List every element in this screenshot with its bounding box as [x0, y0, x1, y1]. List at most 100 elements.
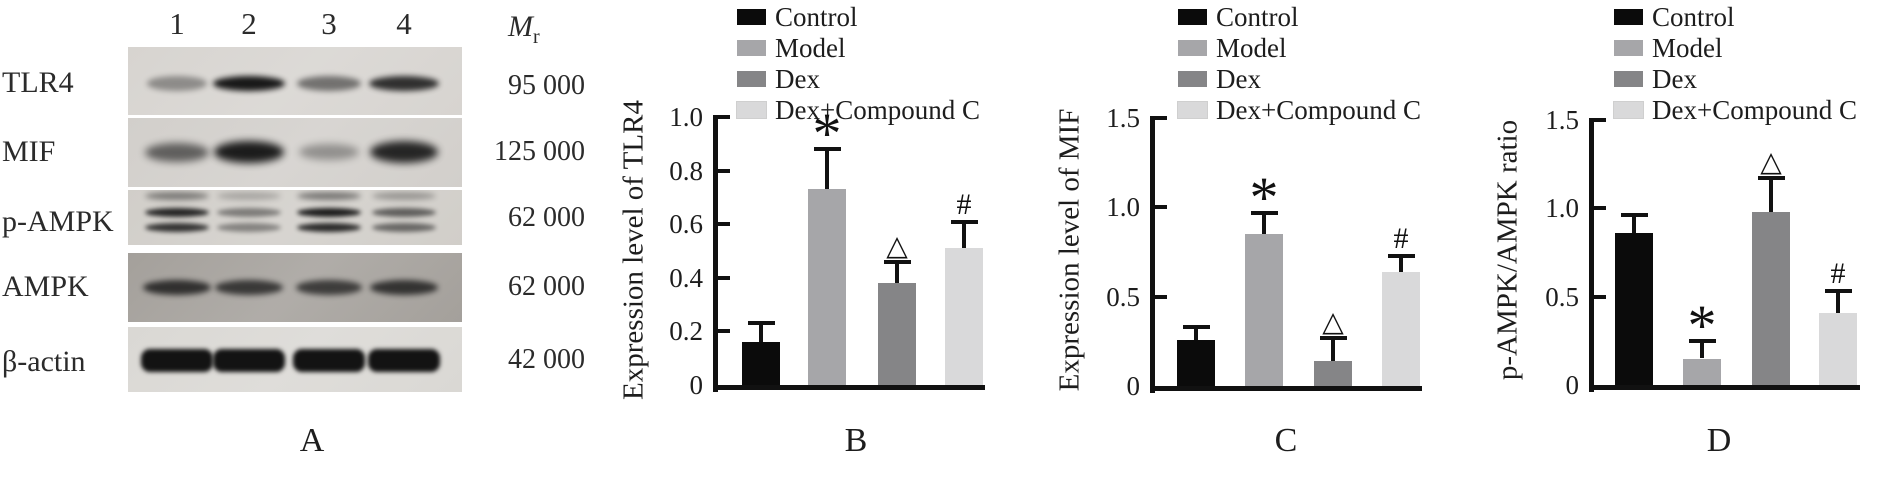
legend-label-model: Model — [1216, 33, 1287, 63]
error-cap-dex-compound-c — [1824, 289, 1852, 294]
legend-swatch-model — [1614, 40, 1643, 56]
blot-band-p-ampk-lane1 — [145, 222, 209, 232]
y-tick-label: 0.4 — [669, 262, 703, 293]
legend-item-control: Control — [1178, 2, 1299, 32]
legend-swatch-dex — [1178, 71, 1207, 87]
y-tick-label: 0 — [1126, 371, 1141, 401]
legend-swatch-dex — [1614, 71, 1643, 87]
blot-band-p-ampk-lane1 — [145, 207, 209, 217]
error-bar-model — [1700, 340, 1704, 359]
legend-swatch-model — [737, 40, 766, 56]
error-bar-model — [825, 149, 829, 190]
error-bar-dex-compound-c — [1836, 291, 1840, 313]
y-tick — [717, 168, 730, 173]
panel-letter-a: A — [299, 422, 325, 459]
molecular-weight-p-ampk: 62 000 — [508, 202, 585, 233]
blot-label-ampk: AMPK — [2, 270, 89, 303]
y-tick — [1154, 205, 1167, 210]
y-tick — [717, 115, 730, 119]
y-tick-label: 0.5 — [1106, 281, 1140, 312]
x-axis-line — [713, 385, 985, 390]
blot-band-p-ampk-lane3 — [297, 222, 361, 232]
blot-band-actin-lane3 — [293, 348, 365, 372]
y-tick-label: 1.0 — [1545, 193, 1579, 224]
sig-marker-model: * — [1687, 292, 1717, 358]
bar-control — [1615, 233, 1653, 385]
blot-strip-tlr4 — [128, 47, 462, 115]
legend-item-model: Model — [1178, 33, 1287, 63]
blot-label-p-ampk: p-AMPK — [2, 205, 114, 238]
legend-swatch-dex-compound-c — [1613, 101, 1644, 119]
mr-subscript: r — [533, 26, 540, 48]
bar-dex — [1314, 360, 1352, 386]
bar-control — [1177, 339, 1215, 386]
blot-band-p-ampk-lane2 — [217, 222, 281, 232]
blot-band-actin-lane4 — [368, 348, 440, 372]
error-bar-control — [1194, 327, 1198, 340]
bar-model — [1245, 234, 1283, 386]
y-tick — [1154, 116, 1167, 120]
error-bar-control — [1632, 215, 1636, 234]
legend-swatch-model — [1178, 40, 1207, 56]
legend-item-dex-compound-c: Dex+Compound C — [736, 95, 980, 125]
error-cap-dex — [883, 259, 911, 264]
y-axis-line — [1589, 118, 1594, 392]
legend-swatch-control — [1178, 9, 1207, 25]
error-bar-dex — [895, 261, 899, 284]
blot-band-p-ampk-lane2 — [217, 192, 281, 200]
y-tick-label: 1.0 — [669, 102, 703, 132]
legend-label-dex-compound-c: Dex+Compound C — [775, 95, 980, 125]
blot-band-p-ampk-lane2 — [217, 207, 281, 217]
bar-dex — [878, 283, 916, 385]
y-tick-label: 1.5 — [1106, 103, 1140, 133]
y-tick — [717, 222, 730, 227]
y-tick-label: 0.2 — [669, 316, 703, 347]
y-tick-label: 0.5 — [1545, 281, 1579, 312]
sig-marker-dex-compound-c: # — [1830, 257, 1846, 291]
legend-label-control: Control — [1652, 2, 1735, 32]
panel-letter-c: C — [1274, 422, 1298, 459]
sig-marker-dex-compound-c: # — [956, 187, 972, 221]
legend-item-control: Control — [737, 2, 858, 32]
blot-strip-actin — [128, 327, 462, 392]
legend-swatch-control — [737, 9, 766, 25]
blot-band-mif-lane3 — [299, 143, 359, 161]
legend-label-dex: Dex — [1216, 64, 1261, 94]
blot-band-p-ampk-lane4 — [372, 192, 436, 200]
molecular-weight-tlr4: 95 000 — [508, 70, 585, 101]
y-tick — [717, 329, 730, 334]
molecular-weight-actin: 42 000 — [508, 344, 585, 375]
blot-band-actin-lane1 — [141, 348, 213, 372]
blot-strip-mif — [128, 118, 462, 187]
y-tick-label: 0.8 — [669, 155, 703, 186]
panel-letter-b: B — [844, 422, 868, 459]
bar-dex-compound-c — [945, 248, 983, 385]
legend-label-control: Control — [1216, 2, 1299, 32]
legend-item-dex-compound-c: Dex+Compound C — [1613, 95, 1857, 125]
error-bar-dex-compound-c — [962, 221, 966, 249]
blot-strip-ampk — [128, 253, 462, 322]
blot-band-mif-lane4 — [369, 141, 439, 163]
blot-band-tlr4-lane2 — [213, 75, 285, 91]
legend-item-dex-compound-c: Dex+Compound C — [1177, 95, 1421, 125]
blot-label-tlr4: TLR4 — [2, 66, 74, 99]
error-cap-model — [1250, 210, 1278, 215]
panel-letter-d: D — [1706, 422, 1732, 459]
sig-marker-dex-compound-c: # — [1393, 221, 1409, 255]
bar-model — [808, 189, 846, 385]
legend-item-dex: Dex — [737, 64, 820, 94]
error-cap-dex-compound-c — [1387, 253, 1415, 258]
error-bar-dex-compound-c — [1399, 255, 1403, 272]
legend-item-model: Model — [737, 33, 846, 63]
legend-label-dex-compound-c: Dex+Compound C — [1216, 95, 1421, 125]
blot-label-actin: β-actin — [2, 345, 86, 378]
sig-marker-model: * — [812, 101, 842, 167]
sig-marker-dex: △ — [1760, 145, 1782, 179]
y-tick-label: 1.0 — [1106, 192, 1140, 223]
bar-model — [1683, 358, 1721, 385]
legend-swatch-control — [1614, 9, 1643, 25]
y-tick-label: 0 — [689, 370, 704, 400]
